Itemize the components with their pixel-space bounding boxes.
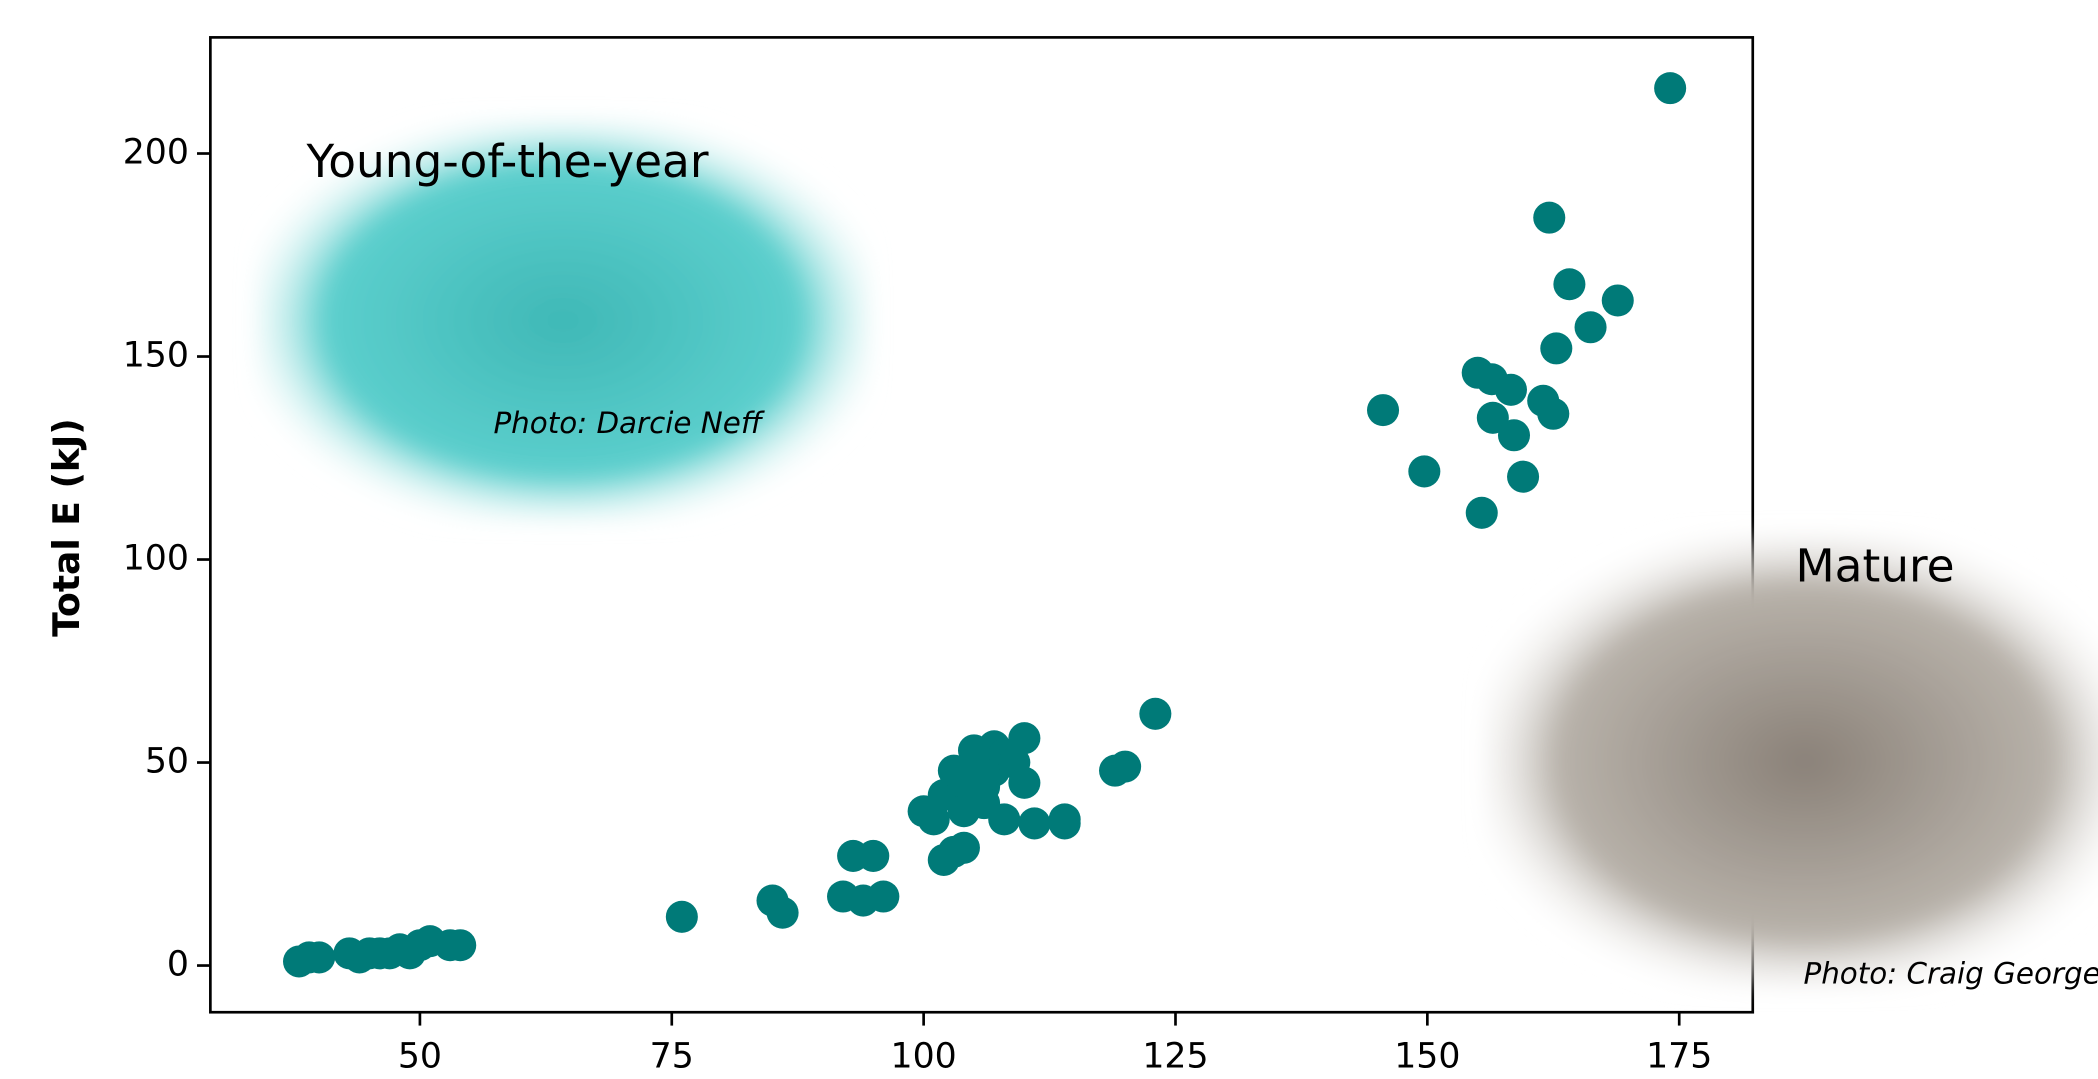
point xyxy=(1498,419,1530,451)
point xyxy=(1008,722,1040,754)
point xyxy=(1367,394,1399,426)
point xyxy=(857,840,889,872)
x-tick-label: 50 xyxy=(398,1037,442,1077)
photo-credit: Photo: Craig George xyxy=(1803,956,2098,990)
point xyxy=(1537,398,1569,430)
y-tick-label: 200 xyxy=(123,133,189,173)
point xyxy=(1507,461,1539,493)
y-axis-label: Total E (kJ) xyxy=(46,418,88,637)
point xyxy=(1008,767,1040,799)
y-tick-label: 100 xyxy=(123,539,189,579)
point xyxy=(1408,455,1440,487)
x-tick-label: 150 xyxy=(1394,1037,1460,1077)
chart: Young-of-the-year Photo: Darcie Neff Mat… xyxy=(0,0,2098,1079)
photo-mature xyxy=(1484,534,2098,988)
y-tick-label: 0 xyxy=(167,945,189,985)
point xyxy=(1109,751,1141,783)
point xyxy=(948,832,980,864)
x-tick-label: 125 xyxy=(1142,1037,1208,1077)
point xyxy=(1602,284,1634,316)
x-tick-label: 75 xyxy=(650,1037,694,1077)
point xyxy=(1495,374,1527,406)
point xyxy=(303,941,335,973)
x-tick-label: 100 xyxy=(890,1037,956,1077)
point xyxy=(1018,807,1050,839)
point xyxy=(1139,698,1171,730)
point xyxy=(1533,202,1565,234)
page: {"chart_data": {"type": "scatter", "y_la… xyxy=(0,0,2098,1079)
point xyxy=(867,880,899,912)
point xyxy=(988,803,1020,835)
point xyxy=(444,929,476,961)
y-tick-label: 150 xyxy=(123,336,189,376)
annotation: Mature xyxy=(1795,539,1954,592)
point xyxy=(767,897,799,929)
point xyxy=(1466,497,1498,529)
point xyxy=(948,795,980,827)
point xyxy=(1049,803,1081,835)
y-tick-label: 50 xyxy=(145,742,189,782)
annotation: Young-of-the-year xyxy=(306,135,709,188)
point xyxy=(1540,332,1572,364)
point xyxy=(1553,268,1585,300)
point xyxy=(1575,311,1607,343)
x-tick-label: 175 xyxy=(1646,1037,1712,1077)
photo-credit: Photo: Darcie Neff xyxy=(493,406,764,440)
point xyxy=(1654,72,1686,104)
point xyxy=(666,901,698,933)
point xyxy=(968,759,1000,791)
